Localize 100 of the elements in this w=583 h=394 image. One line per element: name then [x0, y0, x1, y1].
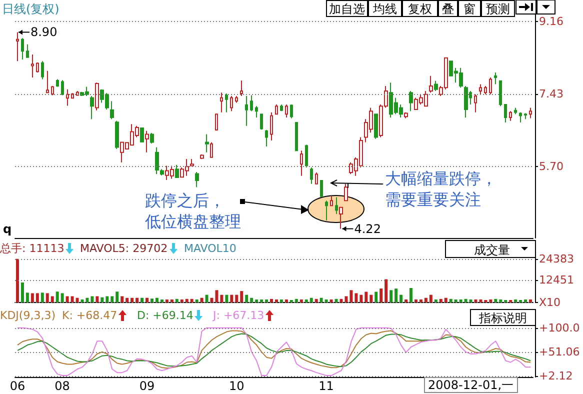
candlestick — [344, 183, 348, 202]
bar — [16, 258, 19, 302]
bar — [245, 294, 248, 302]
bar — [130, 298, 134, 302]
annotation: 窗 — [458, 0, 481, 17]
candlestick — [285, 104, 288, 118]
annotation: 指标说明 — [470, 309, 536, 326]
bar — [484, 300, 488, 302]
candlestick — [339, 206, 343, 230]
bar — [360, 294, 363, 302]
candlestick — [195, 172, 199, 188]
bar — [240, 291, 244, 302]
bar — [170, 299, 174, 302]
bar — [350, 290, 353, 302]
bar — [274, 299, 278, 302]
y-tick-label: 7.43 — [539, 87, 564, 100]
y-tick-label: +2.12 — [539, 369, 573, 382]
text: q — [3, 222, 12, 236]
annotation: 预测 — [481, 0, 515, 17]
candlestick — [150, 132, 154, 144]
bar — [320, 298, 323, 302]
bar — [150, 298, 154, 302]
bar — [106, 296, 109, 302]
bar — [96, 296, 99, 302]
bar — [529, 299, 532, 302]
bar — [26, 292, 29, 302]
bar — [419, 299, 422, 302]
bar — [235, 294, 238, 302]
candlestick — [270, 112, 273, 142]
candlestick — [95, 82, 99, 111]
candlestick — [494, 72, 497, 85]
bar — [195, 299, 198, 302]
bar — [270, 298, 274, 302]
bar — [444, 298, 448, 302]
bar — [304, 299, 308, 302]
candlestick — [335, 196, 338, 215]
candlestick — [230, 96, 233, 112]
bar — [384, 279, 388, 302]
candlestick — [155, 146, 159, 175]
x-tick-label: 11 — [318, 379, 334, 393]
bar — [180, 299, 184, 302]
bar — [46, 293, 49, 302]
bar — [86, 298, 89, 302]
candlestick — [265, 130, 268, 147]
bar — [100, 297, 104, 302]
bar — [136, 298, 139, 302]
candlestick — [325, 200, 328, 221]
bar — [126, 298, 129, 302]
bar — [284, 299, 288, 302]
annotation: 8.90 — [30, 25, 58, 40]
bar — [370, 294, 373, 302]
bar — [20, 282, 24, 302]
candlestick — [51, 85, 54, 96]
candlestick — [66, 88, 69, 106]
candlestick — [240, 80, 243, 97]
candlestick — [409, 90, 413, 112]
candlestick — [514, 107, 517, 115]
candlestick — [61, 80, 64, 96]
bar — [40, 292, 44, 302]
candlestick — [225, 93, 228, 113]
bar — [175, 298, 178, 302]
bar — [290, 300, 293, 302]
candlestick — [46, 70, 49, 94]
candlestick — [429, 75, 433, 94]
bar — [36, 293, 39, 302]
annotation: 跌停之后，低位横盘整理 — [145, 190, 241, 232]
bar — [280, 299, 283, 302]
y-tick-label: X10 — [539, 296, 561, 309]
bar — [459, 299, 462, 302]
x-tick-label: 06 — [10, 379, 26, 393]
y-tick-label: 12451 — [539, 274, 574, 287]
bar — [260, 299, 264, 302]
bar — [145, 298, 148, 302]
bar — [190, 298, 194, 302]
bar — [165, 299, 168, 302]
candlestick — [509, 110, 512, 122]
candlestick — [489, 77, 492, 95]
text: K: +68.47 — [62, 309, 118, 323]
x-tick-label: 09 — [139, 379, 155, 393]
bar — [294, 298, 298, 302]
chart-title: 日线(复权) — [2, 2, 60, 16]
bar — [374, 292, 378, 302]
candlestick — [115, 120, 119, 150]
bar — [394, 288, 398, 302]
candlestick — [404, 112, 408, 119]
candlestick — [250, 94, 253, 112]
dropdown-field: 成交量 — [445, 240, 536, 258]
x-tick-label: 08 — [54, 379, 70, 393]
annotation: 叠 — [438, 0, 458, 17]
bar — [409, 288, 412, 302]
y-tick-label: 5.70 — [539, 160, 564, 174]
candlestick — [374, 114, 378, 140]
annotation: MAVOL10 — [184, 242, 236, 256]
bar — [479, 299, 482, 302]
candlestick — [235, 96, 238, 104]
bar — [155, 298, 158, 302]
x-tick-label: 10 — [229, 379, 244, 393]
candlestick — [210, 142, 213, 158]
y-tick-label: 9.16 — [539, 14, 564, 28]
bar — [429, 294, 432, 302]
